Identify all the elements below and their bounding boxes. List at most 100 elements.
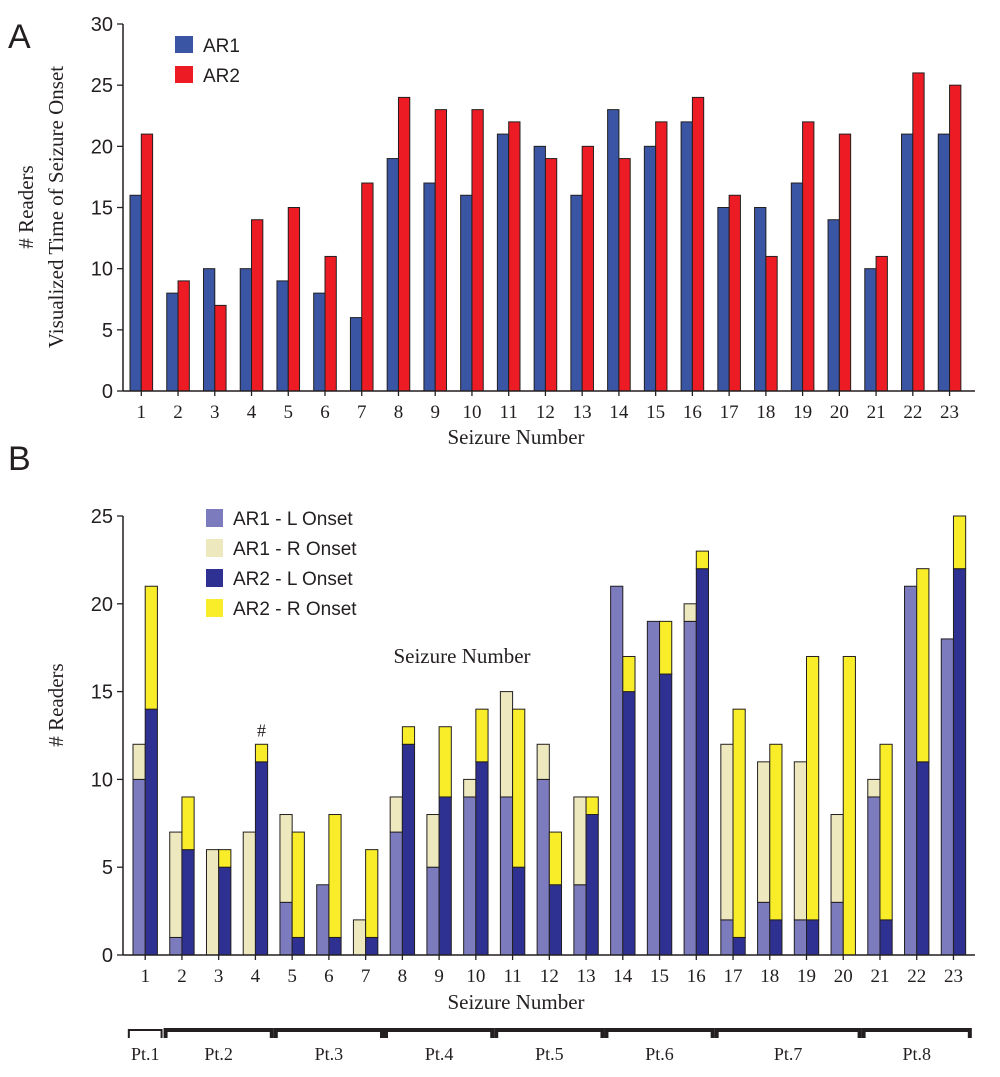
bar-segment-ar1-r-onset-7 xyxy=(352,919,367,956)
bar-segment-ar2-l-onset-18 xyxy=(769,919,783,956)
y-tick-label: 15 xyxy=(91,198,113,220)
bar-segment-ar2-r-onset-20 xyxy=(842,655,856,956)
bar-ar2-6 xyxy=(324,255,337,392)
patient-label: Pt.6 xyxy=(645,1044,674,1064)
bar-segment-ar2-r-onset-23 xyxy=(952,515,967,570)
patient-bracket xyxy=(604,1028,715,1038)
bar-ar1-10 xyxy=(460,194,473,392)
bar-ar1-13 xyxy=(570,194,583,392)
x-tick-label: 8 xyxy=(398,966,408,987)
legend-label: AR2 - L Onset xyxy=(233,569,353,590)
x-tick-label: 13 xyxy=(573,402,592,423)
y-axis-title-line2: Visualized Time of Seizure Onset xyxy=(44,66,68,348)
x-axis-title: Seizure Number xyxy=(447,425,584,449)
x-tick-label: 23 xyxy=(940,402,959,423)
legend-swatch xyxy=(206,509,223,527)
legend-label-ar2: AR2 xyxy=(203,66,240,87)
bar-segment-ar2-r-onset-5 xyxy=(291,831,305,938)
patient-bracket xyxy=(127,1029,163,1038)
bar-segment-ar2-r-onset-7 xyxy=(365,849,379,938)
bar-segment-ar2-l-onset-13 xyxy=(585,814,599,956)
bar-segment-ar2-r-onset-19 xyxy=(806,655,820,921)
bar-segment-ar1-r-onset-17 xyxy=(720,743,734,921)
bar-segment-ar2-l-onset-11 xyxy=(512,866,526,956)
bar-segment-ar1-l-onset-10 xyxy=(463,796,477,956)
bar-ar2-23 xyxy=(949,84,962,392)
x-tick-label: 20 xyxy=(830,402,849,423)
x-tick-label: 7 xyxy=(361,966,371,987)
patient-label: Pt.7 xyxy=(774,1044,803,1064)
bar-segment-ar2-r-onset-18 xyxy=(769,743,783,921)
bar-segment-ar1-l-onset-21 xyxy=(867,796,881,956)
patient-bracket xyxy=(384,1028,495,1038)
x-tick-label: 1 xyxy=(140,966,150,987)
bar-segment-ar2-r-onset-16 xyxy=(695,550,709,570)
bar-segment-ar2-r-onset-21 xyxy=(879,743,893,921)
y-tick-label: 0 xyxy=(102,945,113,967)
patient-bracket xyxy=(861,1028,972,1038)
bar-segment-ar2-r-onset-13 xyxy=(585,796,599,816)
x-tick-label: 17 xyxy=(720,402,739,423)
bar-ar2-16 xyxy=(691,96,705,392)
x-tick-label: 16 xyxy=(687,966,706,987)
x-tick-label: 21 xyxy=(870,966,889,987)
bar-ar1-11 xyxy=(496,133,510,392)
bar-segment-ar1-l-onset-12 xyxy=(536,778,550,956)
bar-segment-ar1-r-onset-5 xyxy=(279,814,293,903)
bar-segment-ar1-l-onset-1 xyxy=(132,778,146,956)
bar-segment-ar1-r-onset-18 xyxy=(757,761,771,903)
y-tick-label: 10 xyxy=(91,769,113,791)
y-tick-label: 30 xyxy=(91,14,113,36)
bar-segment-ar1-l-onset-20 xyxy=(830,901,844,956)
bar-ar1-18 xyxy=(754,207,767,392)
bar-segment-ar1-l-onset-5 xyxy=(279,901,293,956)
bar-ar1-21 xyxy=(864,268,877,392)
bar-segment-ar1-l-onset-22 xyxy=(904,585,918,956)
x-tick-label: 18 xyxy=(756,402,775,423)
bar-segment-ar1-r-onset-11 xyxy=(499,691,514,798)
legend-label-ar1: AR1 xyxy=(203,36,240,57)
bar-segment-ar1-l-onset-23 xyxy=(940,638,954,956)
bar-segment-ar2-l-onset-3 xyxy=(218,866,232,956)
bar-segment-ar2-r-onset-17 xyxy=(732,708,746,938)
x-tick-label: 21 xyxy=(867,402,886,423)
y-tick-label: 10 xyxy=(91,259,113,281)
bar-segment-ar1-r-onset-19 xyxy=(793,761,807,921)
bar-segment-ar1-r-onset-2 xyxy=(169,831,183,938)
x-tick-label: 6 xyxy=(320,402,330,423)
bar-segment-ar1-r-onset-9 xyxy=(426,814,440,868)
bar-segment-ar2-r-onset-11 xyxy=(512,708,526,868)
x-tick-label: 19 xyxy=(797,966,816,987)
legend-swatch xyxy=(206,539,223,557)
panel-b-letter: B xyxy=(8,440,31,478)
x-tick-label: 17 xyxy=(724,966,743,987)
patient-bracket xyxy=(714,1028,862,1038)
bar-segment-ar1-r-onset-4 xyxy=(242,831,256,956)
bar-segment-ar2-l-onset-6 xyxy=(328,936,342,956)
bar-ar1-19 xyxy=(790,182,804,392)
legend-swatch-ar2 xyxy=(175,66,193,83)
bar-segment-ar1-l-onset-13 xyxy=(573,884,587,956)
patient-bracket xyxy=(273,1028,384,1038)
bar-ar1-22 xyxy=(901,133,914,392)
legend-label: AR1 - L Onset xyxy=(233,509,353,530)
bar-segment-ar2-r-onset-2 xyxy=(181,796,195,851)
bar-segment-ar2-l-onset-5 xyxy=(291,936,305,956)
patient-label: Pt.5 xyxy=(535,1044,564,1064)
bar-ar2-20 xyxy=(838,133,852,392)
legend-label: AR1 - R Onset xyxy=(233,539,357,560)
bar-segment-ar1-r-onset-10 xyxy=(463,778,477,798)
bar-segment-ar2-r-onset-4 xyxy=(254,743,269,763)
bar-segment-ar1-r-onset-8 xyxy=(389,796,403,833)
x-tick-label: 3 xyxy=(214,966,224,987)
bar-segment-ar2-r-onset-10 xyxy=(475,708,489,763)
patient-label: Pt.3 xyxy=(315,1044,344,1064)
x-tick-label: 5 xyxy=(287,966,297,987)
bar-segment-ar2-l-onset-14 xyxy=(622,691,636,956)
y-tick-label: 20 xyxy=(91,594,113,616)
patient-label: Pt.8 xyxy=(902,1044,931,1064)
y-tick-label: 20 xyxy=(91,136,113,158)
x-tick-label: 4 xyxy=(251,966,261,987)
bar-ar2-1 xyxy=(140,133,154,392)
